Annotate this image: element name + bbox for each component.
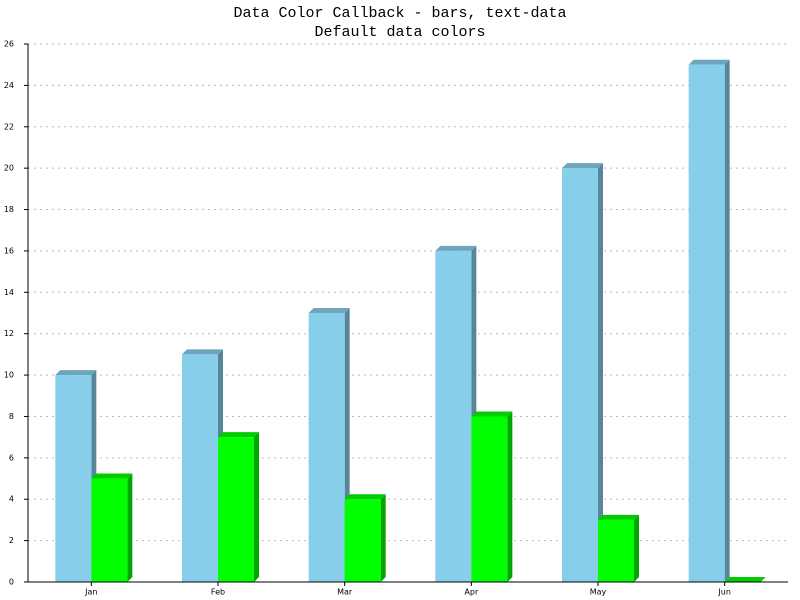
- bar-top: [344, 494, 386, 500]
- bar-side: [507, 411, 513, 582]
- bar-side: [598, 163, 603, 582]
- bar-top: [471, 411, 513, 417]
- chart-title: Data Color Callback - bars, text-data: [233, 5, 566, 22]
- y-tick-label: 16: [4, 246, 14, 255]
- x-tick-label: Jun: [717, 588, 731, 597]
- bar: [562, 168, 598, 582]
- y-tick-label: 26: [4, 40, 14, 49]
- y-tick-label: 20: [4, 164, 14, 173]
- x-tick-label: Feb: [211, 588, 225, 597]
- x-tick-label: May: [590, 588, 607, 597]
- bar-side: [254, 432, 259, 582]
- bar-top: [91, 473, 133, 479]
- bar-side: [634, 514, 639, 582]
- x-tick-label: Apr: [464, 588, 479, 597]
- y-tick-label: 8: [9, 412, 14, 421]
- y-tick-label: 4: [9, 495, 14, 504]
- bar-top: [182, 349, 223, 355]
- bar: [344, 499, 381, 582]
- y-tick-label: 0: [9, 578, 14, 587]
- bar: [55, 375, 92, 582]
- chart-subtitle: Default data colors: [314, 24, 485, 41]
- y-tick-label: 6: [9, 453, 14, 462]
- bar-top: [688, 59, 730, 65]
- bar-top: [308, 308, 350, 313]
- bar-top: [598, 514, 639, 520]
- bar: [471, 416, 508, 582]
- bar-top: [218, 432, 259, 438]
- bar: [218, 437, 254, 582]
- y-tick-label: 22: [4, 122, 14, 131]
- x-tick-label: Mar: [337, 588, 353, 597]
- y-tick-label: 14: [4, 288, 14, 297]
- bar: [182, 354, 218, 582]
- bar-top: [55, 370, 97, 376]
- bar-top: [435, 245, 477, 251]
- y-tick-label: 12: [4, 329, 14, 338]
- x-tick-label: Jan: [84, 588, 97, 597]
- bar: [688, 64, 725, 582]
- bar-top: [724, 577, 766, 582]
- y-tick-label: 18: [4, 205, 14, 214]
- bar: [308, 313, 345, 582]
- bar-side: [127, 473, 133, 582]
- y-tick-label: 24: [4, 81, 14, 90]
- bar: [91, 478, 128, 582]
- y-tick-label: 10: [4, 371, 14, 380]
- bar: [598, 519, 634, 582]
- y-tick-label: 2: [9, 536, 14, 545]
- bar-side: [724, 59, 730, 582]
- bar: [435, 250, 472, 582]
- bar-side: [380, 494, 386, 582]
- bar-top: [562, 163, 603, 169]
